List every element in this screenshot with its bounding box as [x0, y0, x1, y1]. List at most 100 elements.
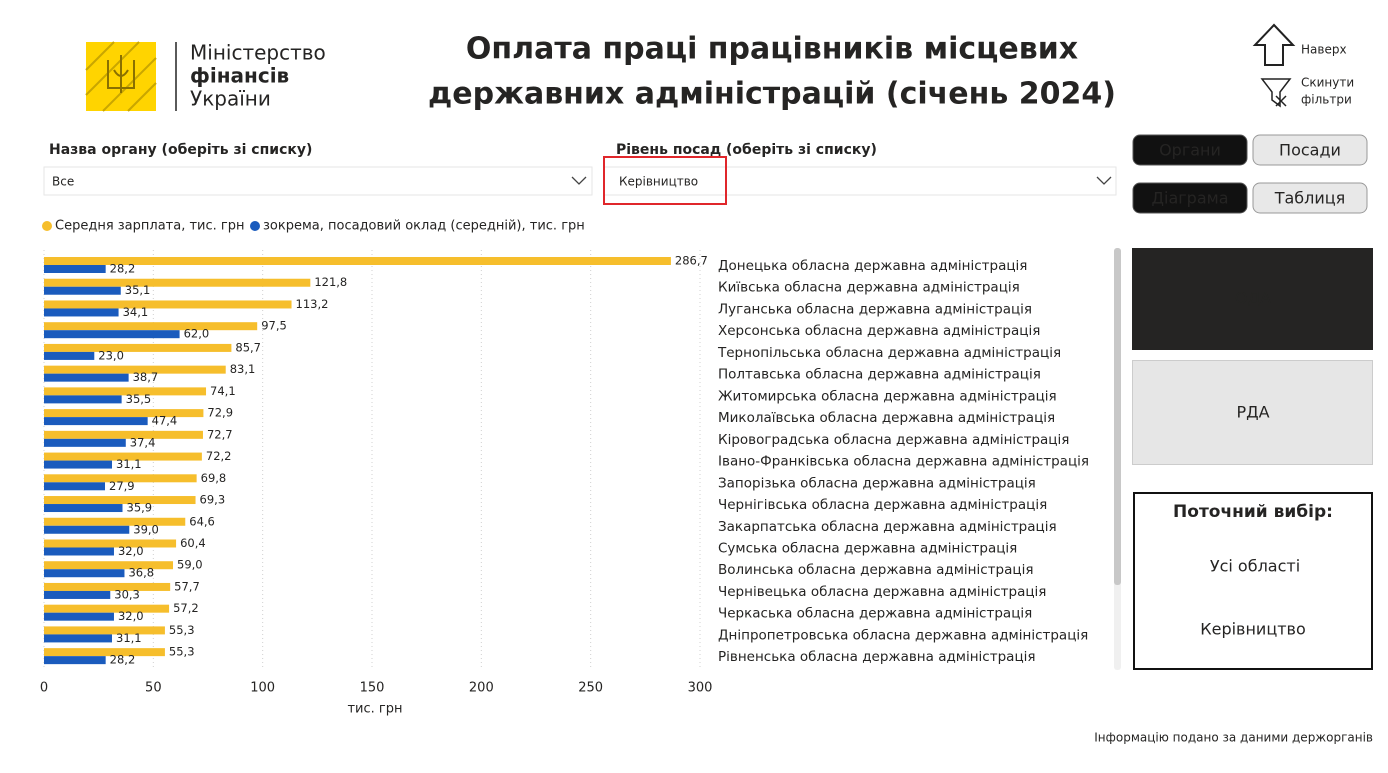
up-icon [1252, 23, 1296, 66]
bar [44, 656, 106, 665]
category-label: Дніпропетровська обласна державна адміні… [718, 627, 1088, 643]
category-label: Черкаська обласна державна адміністрація [718, 606, 1032, 622]
category-label: Рівненська обласна державна адміністраці… [718, 649, 1036, 665]
bar [44, 561, 174, 570]
selection-title: Поточний вибір: [1173, 502, 1333, 522]
up-button[interactable]: Наверх [1252, 23, 1347, 66]
legend-label: Середня зарплата, тис. грн [55, 219, 245, 234]
category-label: Миколаївська обласна державна адміністра… [718, 410, 1055, 426]
x-tick-label: 150 [360, 681, 385, 696]
bar [44, 539, 177, 548]
x-tick-label: 0 [40, 681, 48, 696]
bar [44, 504, 123, 513]
data-label: 72,9 [207, 406, 233, 420]
bar [44, 257, 671, 265]
tile-label: РДА [1236, 403, 1269, 422]
data-label: 35,1 [125, 283, 151, 297]
scrollbar-thumb[interactable] [1114, 248, 1121, 585]
toggle-label: Таблиця [1274, 189, 1346, 208]
category-label: Кіровоградська обласна державна адмініст… [718, 432, 1069, 448]
logo-pattern [85, 41, 157, 112]
bar [44, 365, 226, 374]
bar [44, 547, 114, 556]
bar [44, 517, 186, 526]
dropdown-box [43, 166, 593, 196]
category-label: Полтавська обласна державна адміністраці… [718, 367, 1041, 383]
data-label: 57,2 [173, 601, 199, 615]
bar [44, 582, 171, 591]
dropdown[interactable]: Все [43, 166, 593, 196]
highlight-box [603, 156, 727, 205]
tile[interactable]: ОДА [1132, 248, 1373, 350]
tile[interactable]: РДА [1132, 360, 1373, 465]
bar [44, 590, 111, 599]
category-label: Чернівецька обласна державна адміністрац… [718, 584, 1046, 600]
legend-marker [250, 221, 260, 231]
data-label: 32,0 [118, 544, 144, 558]
toggle-bg [1132, 182, 1248, 214]
data-label: 286,7 [675, 254, 708, 268]
chart: 0 50 100 150 200 250 300 тис. грн Середня зарпла… [40, 219, 1089, 717]
data-label: 69,3 [200, 493, 226, 507]
data-label: 39,0 [133, 522, 159, 536]
data-label: 69,8 [201, 471, 227, 485]
toggle-label: Посади [1279, 141, 1341, 160]
tile-bg [1132, 248, 1373, 350]
selection-box [1133, 492, 1373, 670]
category-label: Житомирська обласна державна адміністрац… [718, 388, 1057, 404]
toggle-button[interactable]: Органи [1132, 134, 1248, 166]
bar [44, 604, 170, 613]
data-label: 57,7 [174, 579, 200, 593]
bar [44, 286, 121, 295]
category-label: Київська обласна державна адміністрація [718, 280, 1020, 296]
tile-label: ОДА [1235, 289, 1271, 308]
data-label: 59,0 [177, 558, 203, 572]
x-tick-label: 200 [469, 681, 494, 696]
data-label: 38,7 [133, 370, 159, 384]
x-tick-label: 300 [688, 681, 713, 696]
bar [44, 373, 129, 382]
bar [44, 322, 258, 331]
data-label: 35,9 [127, 501, 153, 515]
category-label: Запорізька обласна державна адміністраці… [718, 475, 1036, 491]
bar [44, 351, 95, 360]
bar [44, 482, 106, 491]
logo-text: України [190, 87, 271, 111]
x-tick-label: 100 [250, 681, 275, 696]
legend-label: зокрема, посадовий оклад (середній), тис… [263, 219, 585, 234]
data-label: 62,0 [184, 327, 210, 341]
bar [44, 430, 203, 439]
toggle-button[interactable]: Таблиця [1252, 182, 1368, 214]
selection-item: Усі області [1210, 557, 1300, 576]
data-label: 113,2 [296, 297, 329, 311]
page-title: державних адміністрацій (січень 2024) [428, 77, 1116, 112]
data-label: 37,4 [130, 435, 156, 449]
page-title: Оплата праці працівників місцевих [466, 32, 1078, 67]
category-label: Івано-Франківська обласна державна адмін… [718, 454, 1089, 470]
toggle-button[interactable]: Діаграма [1132, 182, 1248, 214]
reset-button[interactable]: Скинути фільтри [1260, 76, 1354, 108]
bar [44, 569, 125, 578]
category-label: Сумська обласна державна адміністрація [718, 540, 1017, 556]
bar [44, 300, 292, 309]
toggle-button[interactable]: Посади [1252, 134, 1368, 166]
data-label: 60,4 [180, 536, 206, 550]
bar [44, 387, 207, 396]
bar [44, 308, 119, 317]
toggle-label: Органи [1159, 141, 1221, 160]
data-label: 97,5 [261, 319, 287, 333]
x-tick-label: 50 [145, 681, 162, 696]
data-label: 30,3 [114, 587, 140, 601]
data-label: 55,3 [169, 623, 195, 637]
data-label: 32,0 [118, 609, 144, 623]
bar [44, 278, 311, 287]
dropdown[interactable]: Керівництво [603, 166, 1117, 196]
data-label: 27,9 [109, 479, 135, 493]
logo-text: Міністерство [190, 41, 326, 65]
bar [44, 626, 165, 635]
toggle-bg [1252, 182, 1368, 214]
data-label: 34,1 [123, 305, 149, 319]
data-label: 28,2 [110, 653, 136, 667]
legend-marker [42, 221, 52, 231]
